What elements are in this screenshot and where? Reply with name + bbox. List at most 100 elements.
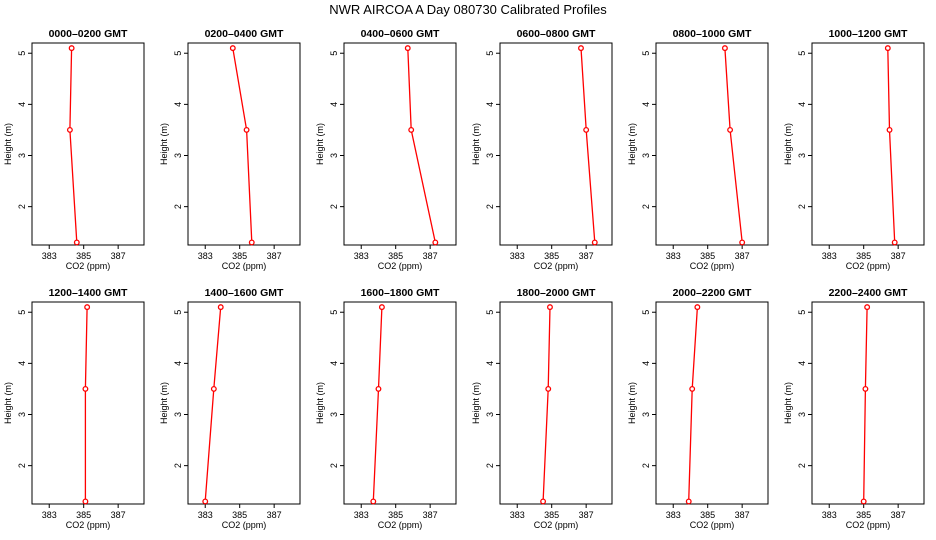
profile-line <box>887 48 896 243</box>
y-axis-label: Height (m) <box>471 123 481 165</box>
x-axis-label: CO2 (ppm) <box>846 261 891 271</box>
profile-line <box>84 307 88 502</box>
profile-line <box>69 48 78 243</box>
x-tick-label: 387 <box>579 251 594 261</box>
profile-line <box>407 48 436 243</box>
data-point <box>689 385 696 392</box>
data-point <box>540 498 547 505</box>
x-axis-label: CO2 (ppm) <box>222 261 267 271</box>
plot-frame <box>31 301 145 505</box>
plot-frame <box>343 301 457 505</box>
y-tick-label: 4 <box>797 102 807 107</box>
y-tick-label: 3 <box>329 153 339 158</box>
y-axis-label: Height (m) <box>783 123 793 165</box>
data-point <box>591 239 598 246</box>
y-tick-label: 5 <box>173 51 183 56</box>
y-tick-label: 4 <box>641 361 651 366</box>
y-tick-label: 2 <box>329 463 339 468</box>
y-axis-label: Height (m) <box>471 382 481 424</box>
x-tick-label: 387 <box>735 510 750 520</box>
figure-title: NWR AIRCOA A Day 080730 Calibrated Profi… <box>329 2 607 17</box>
plot-frame <box>499 42 613 246</box>
x-axis-label: CO2 (ppm) <box>534 261 579 271</box>
x-tick-label: 387 <box>423 510 438 520</box>
x-tick-label: 383 <box>666 510 681 520</box>
x-tick-label: 387 <box>423 251 438 261</box>
y-axis-label: Height (m) <box>315 382 325 424</box>
x-tick-label: 387 <box>891 510 906 520</box>
panel-title: 0000–0200 GMT <box>49 28 128 40</box>
data-point <box>886 126 893 133</box>
y-tick-label: 2 <box>641 463 651 468</box>
data-point <box>694 304 701 311</box>
x-tick-label: 387 <box>111 510 126 520</box>
x-tick-label: 383 <box>666 251 681 261</box>
x-axis-label: CO2 (ppm) <box>534 520 579 530</box>
profile-line <box>232 47 253 243</box>
data-point <box>66 126 73 133</box>
profile-line <box>724 48 743 243</box>
data-point <box>408 126 415 133</box>
data-point <box>860 498 867 505</box>
y-tick-label: 3 <box>485 153 495 158</box>
data-point <box>547 304 553 311</box>
y-tick-label: 4 <box>797 361 807 366</box>
y-axis-label: Height (m) <box>783 382 793 424</box>
x-tick-label: 385 <box>544 510 559 520</box>
x-tick-label: 385 <box>76 251 91 261</box>
x-axis-label: CO2 (ppm) <box>222 520 267 530</box>
y-tick-label: 5 <box>329 51 339 56</box>
x-tick-label: 387 <box>579 510 594 520</box>
y-tick-label: 5 <box>641 51 651 56</box>
x-tick-label: 383 <box>42 510 57 520</box>
profile-line <box>372 307 383 502</box>
y-tick-label: 5 <box>485 310 495 315</box>
y-tick-label: 3 <box>797 153 807 158</box>
y-tick-label: 2 <box>797 204 807 209</box>
data-point <box>862 385 869 392</box>
y-axis-label: Height (m) <box>3 382 13 424</box>
x-tick-label: 385 <box>388 510 403 520</box>
y-tick-label: 3 <box>329 412 339 417</box>
data-point <box>404 45 411 52</box>
y-tick-label: 5 <box>173 310 183 315</box>
x-tick-label: 387 <box>267 510 282 520</box>
y-tick-label: 4 <box>17 102 27 107</box>
y-tick-label: 3 <box>641 412 651 417</box>
data-point <box>370 498 377 505</box>
profile-line <box>580 48 596 243</box>
y-tick-label: 5 <box>485 51 495 56</box>
profile-line <box>542 307 551 502</box>
data-point <box>578 45 584 52</box>
data-point <box>84 304 91 311</box>
y-axis-label: Height (m) <box>627 123 637 165</box>
x-axis-label: CO2 (ppm) <box>690 520 735 530</box>
panel-title: 0400–0600 GMT <box>361 28 440 40</box>
x-tick-label: 385 <box>232 251 247 261</box>
y-tick-label: 5 <box>797 310 807 315</box>
y-tick-label: 5 <box>329 310 339 315</box>
x-axis-label: CO2 (ppm) <box>846 520 891 530</box>
y-tick-label: 2 <box>17 204 27 209</box>
x-tick-label: 387 <box>267 251 282 261</box>
y-axis-label: Height (m) <box>315 123 325 165</box>
data-point <box>583 126 590 133</box>
x-tick-label: 383 <box>510 510 525 520</box>
y-tick-label: 4 <box>485 102 495 107</box>
data-point <box>884 45 891 52</box>
plot-frame <box>655 42 769 246</box>
panel-title: 0600–0800 GMT <box>517 28 596 40</box>
y-tick-label: 2 <box>641 204 651 209</box>
y-axis-label: Height (m) <box>3 123 13 165</box>
x-tick-label: 387 <box>111 251 126 261</box>
x-tick-label: 385 <box>544 251 559 261</box>
